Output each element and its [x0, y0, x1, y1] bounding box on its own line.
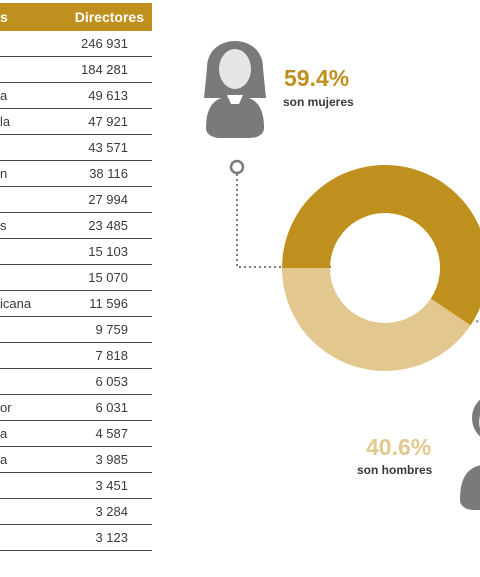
- country-cell: or: [0, 394, 56, 421]
- directores-cell: 3 284: [56, 498, 152, 525]
- table-row: 6 053: [0, 368, 152, 395]
- donut-chart: [282, 165, 480, 371]
- directores-cell: 49 613: [56, 82, 152, 109]
- country-cell: [0, 368, 56, 395]
- directores-cell: 3 985: [56, 446, 152, 473]
- table-row: 3 284: [0, 498, 152, 525]
- directores-cell: 15 070: [56, 264, 152, 291]
- table-row: la 47 921: [0, 108, 152, 135]
- directores-cell: 246 931: [56, 31, 152, 57]
- man-icon: [460, 399, 480, 510]
- directores-cell: 3 451: [56, 472, 152, 499]
- country-cell: [0, 498, 56, 525]
- country-cell: a: [0, 82, 56, 109]
- directores-cell: 11 596: [56, 290, 152, 317]
- directores-cell: 6 031: [56, 394, 152, 421]
- country-cell: [0, 316, 56, 343]
- country-cell: [0, 134, 56, 161]
- country-cell: icana: [0, 290, 56, 317]
- table-row: 246 931: [0, 31, 152, 57]
- table-header-row: s Directores: [0, 3, 152, 31]
- table-header-directores: Directores: [56, 3, 152, 31]
- donut-slice-mujeres: [282, 165, 480, 326]
- table-row: 3 123: [0, 524, 152, 551]
- directores-cell: 4 587: [56, 420, 152, 447]
- mujeres-label: son mujeres: [283, 95, 354, 109]
- country-cell: n: [0, 160, 56, 187]
- directores-cell: 47 921: [56, 108, 152, 135]
- country-cell: [0, 472, 56, 499]
- country-cell: [0, 186, 56, 213]
- directores-cell: 3 123: [56, 524, 152, 551]
- table-row: 7 818: [0, 342, 152, 369]
- directores-cell: 43 571: [56, 134, 152, 161]
- table-row: 3 451: [0, 472, 152, 499]
- directores-cell: 9 759: [56, 316, 152, 343]
- table-row: n 38 116: [0, 160, 152, 187]
- table-row: s 23 485: [0, 212, 152, 239]
- mujeres-percentage: 59.4%: [284, 65, 349, 91]
- table-row: or 6 031: [0, 394, 152, 421]
- country-cell: [0, 56, 56, 83]
- directores-table: s Directores 246 931 184 281 a 49 613 la 47 9…: [0, 3, 152, 551]
- directores-cell: 7 818: [56, 342, 152, 369]
- country-cell: s: [0, 212, 56, 239]
- table-row: 15 070: [0, 264, 152, 291]
- table-header-country: s: [0, 3, 56, 31]
- country-cell: a: [0, 446, 56, 473]
- hombres-percentage: 40.6%: [366, 434, 431, 460]
- country-cell: [0, 342, 56, 369]
- country-cell: a: [0, 420, 56, 447]
- table-row: 43 571: [0, 134, 152, 161]
- directores-cell: 6 053: [56, 368, 152, 395]
- directores-cell: 15 103: [56, 238, 152, 265]
- directores-cell: 184 281: [56, 56, 152, 83]
- table-row: icana 11 596: [0, 290, 152, 317]
- donut-slice-hombres: [282, 268, 471, 371]
- table-row: 184 281: [0, 56, 152, 83]
- hombres-label: son hombres: [357, 463, 433, 477]
- country-cell: [0, 31, 56, 57]
- country-cell: [0, 524, 56, 551]
- table-row: a 49 613: [0, 82, 152, 109]
- country-cell: [0, 238, 56, 265]
- directores-cell: 23 485: [56, 212, 152, 239]
- table-row: 27 994: [0, 186, 152, 213]
- woman-icon: [204, 41, 266, 138]
- table-row: 15 103: [0, 238, 152, 265]
- directores-cell: 27 994: [56, 186, 152, 213]
- directores-cell: 38 116: [56, 160, 152, 187]
- table-row: 9 759: [0, 316, 152, 343]
- country-cell: [0, 264, 56, 291]
- country-cell: la: [0, 108, 56, 135]
